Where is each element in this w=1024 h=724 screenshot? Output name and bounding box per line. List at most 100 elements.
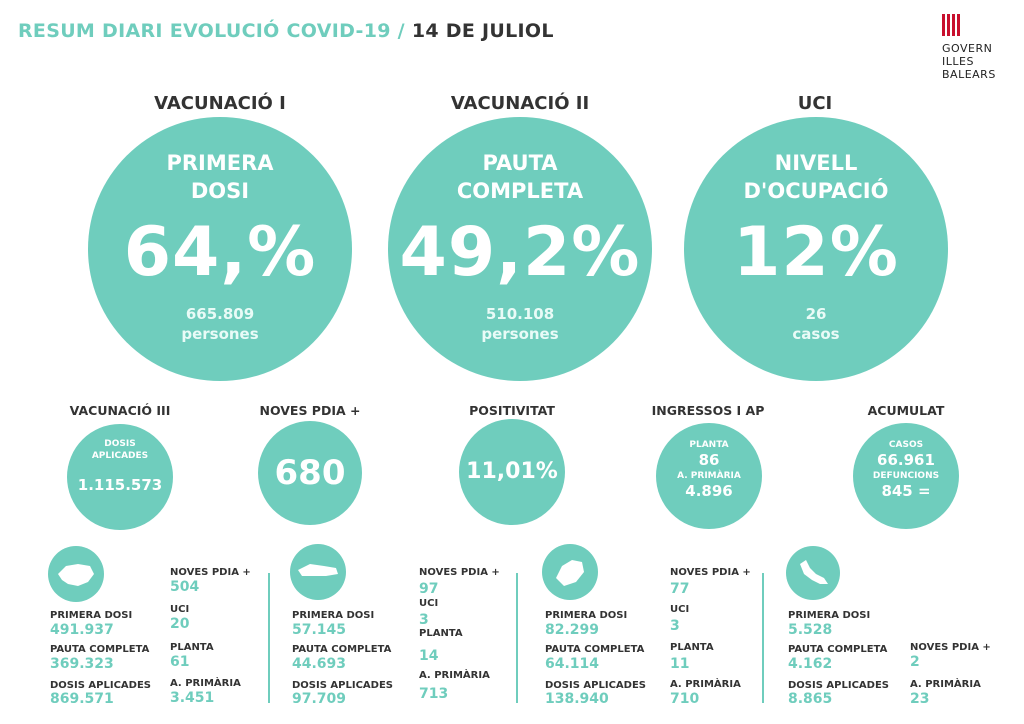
formentera-map-icon — [786, 546, 840, 600]
vacunacio-i-label: VACUNACIÓ I — [154, 93, 286, 114]
mallorca-uci-label: UCI — [170, 604, 190, 615]
uci-head1: NIVELL — [774, 151, 858, 175]
eivissa-pdia-value: 77 — [670, 581, 690, 597]
formentera-primera-value: 5.528 — [788, 622, 833, 638]
positivitat-label: POSITIVITAT — [469, 403, 555, 418]
menorca-dosis-label: DOSIS APLICADES — [292, 680, 393, 691]
menorca-pauta-value: 44.693 — [292, 656, 347, 672]
menorca-ap-value: 713 — [419, 686, 449, 702]
formentera-dosis-value: 8.865 — [788, 691, 833, 707]
mallorca-dosis-label: DOSIS APLICADES — [50, 680, 151, 691]
menorca-pdia-label: NOVES PDIA + — [419, 567, 500, 578]
primera-dosi-unit: persones — [181, 325, 259, 343]
mallorca-primera-label: PRIMERA DOSI — [50, 610, 133, 621]
formentera-ap-label: A. PRIMÀRIA — [910, 679, 981, 690]
eivissa-ap-label: A. PRIMÀRIA — [670, 679, 741, 690]
divider-3 — [762, 573, 764, 703]
mallorca-ap-value: 3.451 — [170, 690, 215, 706]
eivissa-dosis-label: DOSIS APLICADES — [545, 680, 646, 691]
formentera-dosis-label: DOSIS APLICADES — [788, 680, 889, 691]
pauta-completa-value: 49,2% — [399, 213, 641, 292]
eivissa-uci-value: 3 — [670, 618, 680, 634]
menorca-planta-value: 14 — [419, 648, 439, 664]
vacunacio-iii-label: VACUNACIÓ III — [69, 403, 171, 418]
menorca-pdia-value: 97 — [419, 581, 439, 597]
mallorca-planta-value: 61 — [170, 654, 190, 670]
ingressos-ap-value: 4.896 — [685, 482, 733, 500]
noves-pdia-label: NOVES PDIA + — [259, 403, 361, 418]
noves-pdia-value: 680 — [274, 453, 346, 493]
primera-dosi-count: 665.809 — [185, 305, 255, 323]
eivissa-planta-value: 11 — [670, 656, 690, 672]
mallorca-pdia-value: 504 — [170, 579, 200, 595]
menorca-planta-label: PLANTA — [419, 628, 463, 639]
eivissa-pdia-label: NOVES PDIA + — [670, 567, 751, 578]
mallorca-planta-label: PLANTA — [170, 642, 214, 653]
logo-bars-icon — [942, 14, 960, 36]
noves-pdia-circle: 680 — [258, 421, 362, 525]
acumulat-casos-value: 66.961 — [877, 451, 935, 469]
ingressos-circle: PLANTA 86 A. PRIMÀRIA 4.896 — [656, 423, 762, 529]
formentera-pauta-value: 4.162 — [788, 656, 833, 672]
pauta-completa-head1: PAUTA — [482, 151, 558, 175]
acumulat-cap1: CASOS — [888, 440, 924, 450]
eivissa-uci-label: UCI — [670, 604, 690, 615]
formentera-pdia-value: 2 — [910, 654, 920, 670]
title-date: 14 DE JULIOL — [411, 20, 554, 42]
formentera-ap-value: 23 — [910, 691, 930, 707]
menorca-uci-label: UCI — [419, 598, 439, 609]
vacunacio-iii-cap1: DOSIS — [104, 439, 136, 449]
menorca-pauta-label: PAUTA COMPLETA — [292, 644, 392, 655]
mallorca-pauta-value: 369.323 — [50, 656, 114, 672]
eivissa-map-icon — [542, 544, 598, 600]
primera-dosi-head2: DOSI — [190, 179, 250, 203]
acumulat-label: ACUMULAT — [867, 403, 945, 418]
uci-circle: NIVELL D'OCUPACIÓ 12% 26 casos — [684, 117, 948, 381]
formentera-primera-label: PRIMERA DOSI — [788, 610, 871, 621]
logo-line-2: ILLES — [942, 55, 974, 68]
page-title: RESUM DIARI EVOLUCIÓ COVID-19 / 14 DE JU… — [18, 20, 554, 42]
logo-line-1: GOVERN — [942, 42, 993, 55]
eivissa-primera-label: PRIMERA DOSI — [545, 610, 628, 621]
pauta-completa-count: 510.108 — [485, 305, 555, 323]
vacunacio-iii-value: 1.115.573 — [77, 476, 163, 494]
menorca-dosis-value: 97.709 — [292, 691, 347, 707]
govern-logo: GOVERN ILLES BALEARS — [942, 14, 1012, 94]
pauta-completa-unit: persones — [481, 325, 559, 343]
menorca-ap-label: A. PRIMÀRIA — [419, 670, 490, 681]
vacunacio-ii-label: VACUNACIÓ II — [450, 93, 590, 114]
mallorca-uci-value: 20 — [170, 616, 190, 632]
divider-2 — [516, 573, 518, 703]
acumulat-circle: CASOS 66.961 DEFUNCIONS 845 = — [853, 423, 959, 529]
menorca-primera-label: PRIMERA DOSI — [292, 610, 375, 621]
mallorca-map-icon — [48, 546, 104, 602]
acumulat-defuncions-value: 845 = — [881, 482, 931, 500]
eivissa-pauta-label: PAUTA COMPLETA — [545, 644, 645, 655]
eivissa-planta-label: PLANTA — [670, 642, 714, 653]
ingressos-planta-value: 86 — [698, 451, 720, 469]
positivitat-value: 11,01% — [466, 459, 558, 484]
mallorca-dosis-value: 869.571 — [50, 691, 114, 707]
formentera-pauta-label: PAUTA COMPLETA — [788, 644, 888, 655]
mallorca-ap-label: A. PRIMÀRIA — [170, 678, 241, 689]
mallorca-pdia-label: NOVES PDIA + — [170, 567, 251, 578]
uci-value: 12% — [733, 213, 899, 292]
ingressos-label: INGRESSOS I AP — [651, 403, 765, 418]
menorca-uci-value: 3 — [419, 612, 429, 628]
mallorca-primera-value: 491.937 — [50, 622, 114, 638]
uci-head2: D'OCUPACIÓ — [743, 179, 889, 203]
pauta-completa-circle: PAUTA COMPLETA 49,2% 510.108 persones — [388, 117, 652, 381]
formentera-pdia-label: NOVES PDIA + — [910, 642, 991, 653]
ingressos-cap1: PLANTA — [689, 440, 729, 450]
ingressos-cap2: A. PRIMÀRIA — [677, 471, 741, 481]
menorca-map-icon — [290, 544, 346, 600]
primera-dosi-head1: PRIMERA — [166, 151, 274, 175]
acumulat-cap2: DEFUNCIONS — [872, 471, 940, 481]
menorca-primera-value: 57.145 — [292, 622, 347, 638]
positivitat-circle: 11,01% — [459, 419, 565, 525]
uci-label: UCI — [797, 93, 833, 114]
uci-unit: casos — [792, 325, 840, 343]
eivissa-ap-value: 710 — [670, 691, 700, 707]
eivissa-pauta-value: 64.114 — [545, 656, 600, 672]
mallorca-pauta-label: PAUTA COMPLETA — [50, 644, 150, 655]
